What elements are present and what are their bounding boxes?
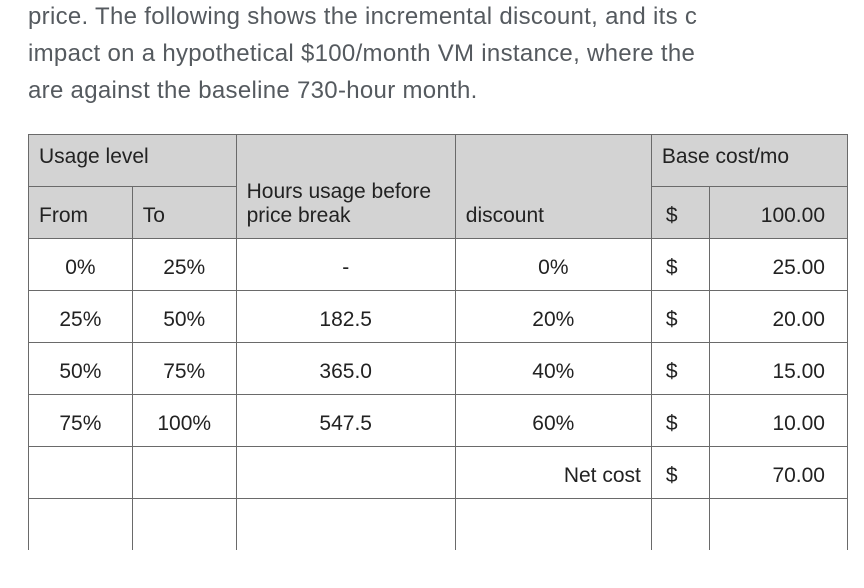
page-root: price. The following shows the increment… (0, 0, 864, 550)
cell-sym: $ (651, 394, 709, 446)
cell-cost: 20.00 (709, 290, 847, 342)
cell-sym: $ (651, 238, 709, 290)
hdr-from: From (29, 186, 133, 238)
cell-from: 75% (29, 394, 133, 446)
cell-discount: 60% (455, 394, 651, 446)
hdr-base-value: 100.00 (709, 186, 847, 238)
cell-hours: - (236, 238, 455, 290)
table-row: 50% 75% 365.0 40% $ 15.00 (29, 342, 848, 394)
intro-line-3: are against the baseline 730-hour month. (28, 77, 478, 104)
table-row: 25% 50% 182.5 20% $ 20.00 (29, 290, 848, 342)
hdr-base-cost: Base cost/mo (651, 134, 847, 186)
cell-empty (236, 498, 455, 550)
cell-empty (132, 498, 236, 550)
cell-empty (651, 498, 709, 550)
cell-to: 25% (132, 238, 236, 290)
hdr-currency: $ (651, 186, 709, 238)
cell-hours: 547.5 (236, 394, 455, 446)
cell-hours: 182.5 (236, 290, 455, 342)
cell-sym: $ (651, 290, 709, 342)
hdr-hours: Hours usage before price break (236, 134, 455, 238)
cell-discount: 0% (455, 238, 651, 290)
cell-sym: $ (651, 342, 709, 394)
cell-empty (236, 446, 455, 498)
cell-discount: 40% (455, 342, 651, 394)
intro-paragraph: price. The following shows the increment… (28, 0, 836, 110)
cell-empty (709, 498, 847, 550)
cell-from: 25% (29, 290, 133, 342)
intro-line-1: price. The following shows the increment… (28, 3, 697, 30)
cell-netcost-label: Net cost (455, 446, 651, 498)
cell-netcost-sym: $ (651, 446, 709, 498)
cell-empty (29, 498, 133, 550)
table-row: 0% 25% - 0% $ 25.00 (29, 238, 848, 290)
hdr-discount: discount (455, 134, 651, 238)
cell-to: 75% (132, 342, 236, 394)
cell-from: 50% (29, 342, 133, 394)
table-header-row-1: Usage level Hours usage before price bre… (29, 134, 848, 186)
table-row-truncated (29, 498, 848, 550)
hdr-to: To (132, 186, 236, 238)
cell-cost: 10.00 (709, 394, 847, 446)
cell-empty (29, 446, 133, 498)
cell-empty (455, 498, 651, 550)
cell-to: 50% (132, 290, 236, 342)
cell-from: 0% (29, 238, 133, 290)
discount-table: Usage level Hours usage before price bre… (28, 134, 848, 551)
cell-discount: 20% (455, 290, 651, 342)
table-footer-row: Net cost $ 70.00 (29, 446, 848, 498)
hdr-usage-level: Usage level (29, 134, 237, 186)
table-row: 75% 100% 547.5 60% $ 10.00 (29, 394, 848, 446)
intro-line-2: impact on a hypothetical $100/month VM i… (28, 40, 695, 67)
cell-netcost-value: 70.00 (709, 446, 847, 498)
cell-cost: 15.00 (709, 342, 847, 394)
cell-to: 100% (132, 394, 236, 446)
cell-cost: 25.00 (709, 238, 847, 290)
cell-hours: 365.0 (236, 342, 455, 394)
cell-empty (132, 446, 236, 498)
